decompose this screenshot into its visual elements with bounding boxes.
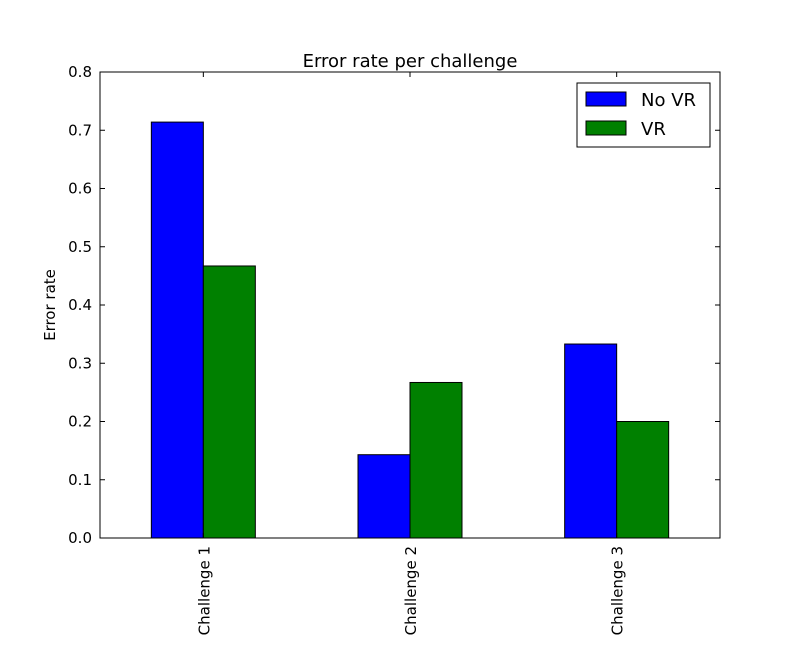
y-tick-label: 0.2 xyxy=(68,413,92,431)
y-axis-label: Error rate xyxy=(41,269,59,341)
legend: No VR VR xyxy=(576,82,711,148)
bars-layer xyxy=(150,121,670,539)
legend-label-no-vr: No VR xyxy=(641,90,696,111)
bar-no-vr-challenge-1 xyxy=(150,121,204,539)
y-tick-label: 0.3 xyxy=(68,354,92,372)
legend-swatch-no-vr xyxy=(585,91,627,107)
chart-title: Error rate per challenge xyxy=(303,51,518,72)
legend-label-vr: VR xyxy=(641,119,666,140)
ticks-layer xyxy=(100,71,720,539)
legend-swatch-vr xyxy=(585,120,627,136)
y-tick-label: 0.5 xyxy=(68,238,92,256)
y-tick-label: 0.1 xyxy=(68,471,92,489)
x-tick-label: Challenge 2 xyxy=(402,546,420,635)
x-tick-label: Challenge 3 xyxy=(609,546,627,635)
x-tick-label: Challenge 1 xyxy=(195,546,213,635)
y-tick-label: 0.4 xyxy=(68,296,92,314)
bar-vr-challenge-3 xyxy=(616,421,670,539)
bar-vr-challenge-1 xyxy=(202,265,256,539)
bar-vr-challenge-2 xyxy=(409,381,463,539)
y-tick-label: 0.7 xyxy=(68,121,92,139)
y-tick-label: 0.0 xyxy=(68,529,92,547)
y-tick-label: 0.8 xyxy=(68,63,92,81)
bar-no-vr-challenge-3 xyxy=(564,343,618,539)
y-tick-labels: 0.0 0.1 0.2 0.3 0.4 0.5 0.6 0.7 0.8 xyxy=(68,63,92,547)
y-tick-label: 0.6 xyxy=(68,180,92,198)
bar-no-vr-challenge-2 xyxy=(357,454,411,539)
x-tick-labels: Challenge 1 Challenge 2 Challenge 3 xyxy=(195,546,626,635)
